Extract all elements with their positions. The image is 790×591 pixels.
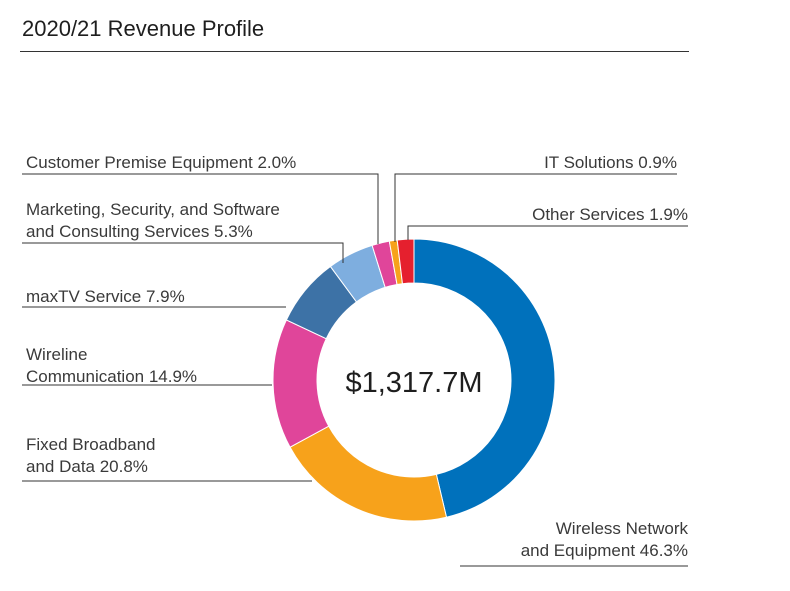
slice-label-line: and Data 20.8% — [26, 457, 148, 476]
slice-1 — [413, 238, 556, 518]
slice-label-line: Wireline — [26, 345, 87, 364]
leader-line-6 — [22, 173, 379, 244]
slice-label-line: Other Services 1.9% — [532, 205, 688, 224]
slice-2 — [289, 425, 448, 522]
slice-label-7: IT Solutions 0.9% — [544, 153, 677, 172]
slice-label-4: maxTV Service 7.9% — [26, 287, 185, 306]
slice-label-3: Wireline Communication 14.9% — [26, 345, 197, 386]
slice-3 — [272, 319, 330, 448]
slice-label-line: and Equipment 46.3% — [521, 541, 688, 560]
center-total-label: $1,317.7M — [345, 367, 482, 399]
slice-label-2: Fixed Broadband and Data 20.8% — [26, 435, 155, 476]
slice-label-line: IT Solutions 0.9% — [544, 153, 677, 172]
slice-label-line: Communication 14.9% — [26, 367, 197, 386]
leader-line-7 — [394, 173, 677, 242]
slice-label-line: Customer Premise Equipment 2.0% — [26, 153, 296, 172]
slice-label-1: Wireless Network and Equipment 46.3% — [521, 519, 689, 560]
slice-label-8: Other Services 1.9% — [532, 205, 688, 224]
slice-label-6: Customer Premise Equipment 2.0% — [26, 153, 296, 172]
slice-label-line: Fixed Broadband — [26, 435, 155, 454]
slice-label-line: and Consulting Services 5.3% — [26, 222, 253, 241]
slice-label-line: Wireless Network — [556, 519, 689, 538]
slice-label-line: maxTV Service 7.9% — [26, 287, 185, 306]
leader-line-8 — [407, 225, 688, 240]
slice-label-line: Marketing, Security, and Software — [26, 200, 280, 219]
leader-line-5 — [22, 242, 344, 263]
page-title: 2020/21 Revenue Profile — [22, 16, 265, 41]
slice-8 — [396, 238, 415, 285]
slice-label-5: Marketing, Security, and Software and Con… — [26, 200, 280, 241]
title-divider — [20, 51, 689, 52]
